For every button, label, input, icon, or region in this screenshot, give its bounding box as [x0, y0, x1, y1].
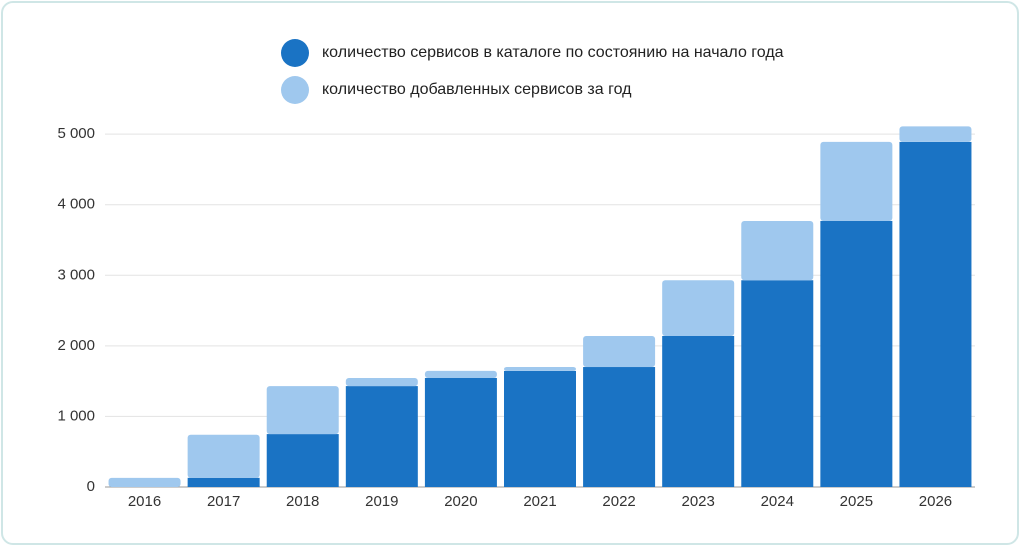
bar [899, 141, 972, 487]
x-tick-label: 2019 [365, 493, 398, 510]
y-tick-label: 0 [87, 478, 95, 495]
bar [187, 434, 260, 478]
y-tick-label: 3 000 [57, 266, 95, 283]
bar [504, 370, 576, 487]
x-tick-label: 2020 [444, 493, 477, 510]
x-tick-label: 2018 [286, 493, 319, 510]
y-tick-label: 4 000 [57, 196, 95, 213]
x-tick-label: 2021 [523, 493, 556, 510]
y-tick-label: 1 000 [57, 407, 95, 424]
bar [741, 220, 814, 281]
bar [820, 141, 893, 221]
bar [741, 280, 814, 487]
bar [424, 370, 497, 378]
bar [345, 386, 418, 487]
bar [266, 386, 339, 435]
x-tick-label: 2022 [602, 493, 635, 510]
bar [345, 377, 418, 387]
bar [899, 126, 972, 142]
legend-marker [281, 76, 309, 104]
x-tick-label: 2023 [681, 493, 714, 510]
x-tick-label: 2026 [919, 493, 952, 510]
bar [187, 477, 260, 487]
bar [424, 377, 497, 487]
legend-marker [281, 39, 309, 67]
bar [662, 335, 735, 487]
legend-text: количество сервисов в каталоге по состоя… [322, 44, 784, 61]
bar [108, 477, 181, 487]
y-tick-label: 5 000 [57, 125, 95, 142]
x-tick-label: 2025 [840, 493, 873, 510]
bar [504, 367, 576, 371]
bar [266, 434, 339, 487]
x-tick-label: 2016 [128, 493, 161, 510]
bar [583, 367, 656, 487]
bar [662, 280, 735, 336]
bar [583, 335, 656, 368]
y-tick-label: 2 000 [57, 337, 95, 354]
bar [820, 220, 893, 487]
legend-text: количество добавленных сервисов за год [322, 81, 632, 98]
x-tick-label: 2017 [207, 493, 240, 510]
x-tick-label: 2024 [761, 493, 794, 510]
